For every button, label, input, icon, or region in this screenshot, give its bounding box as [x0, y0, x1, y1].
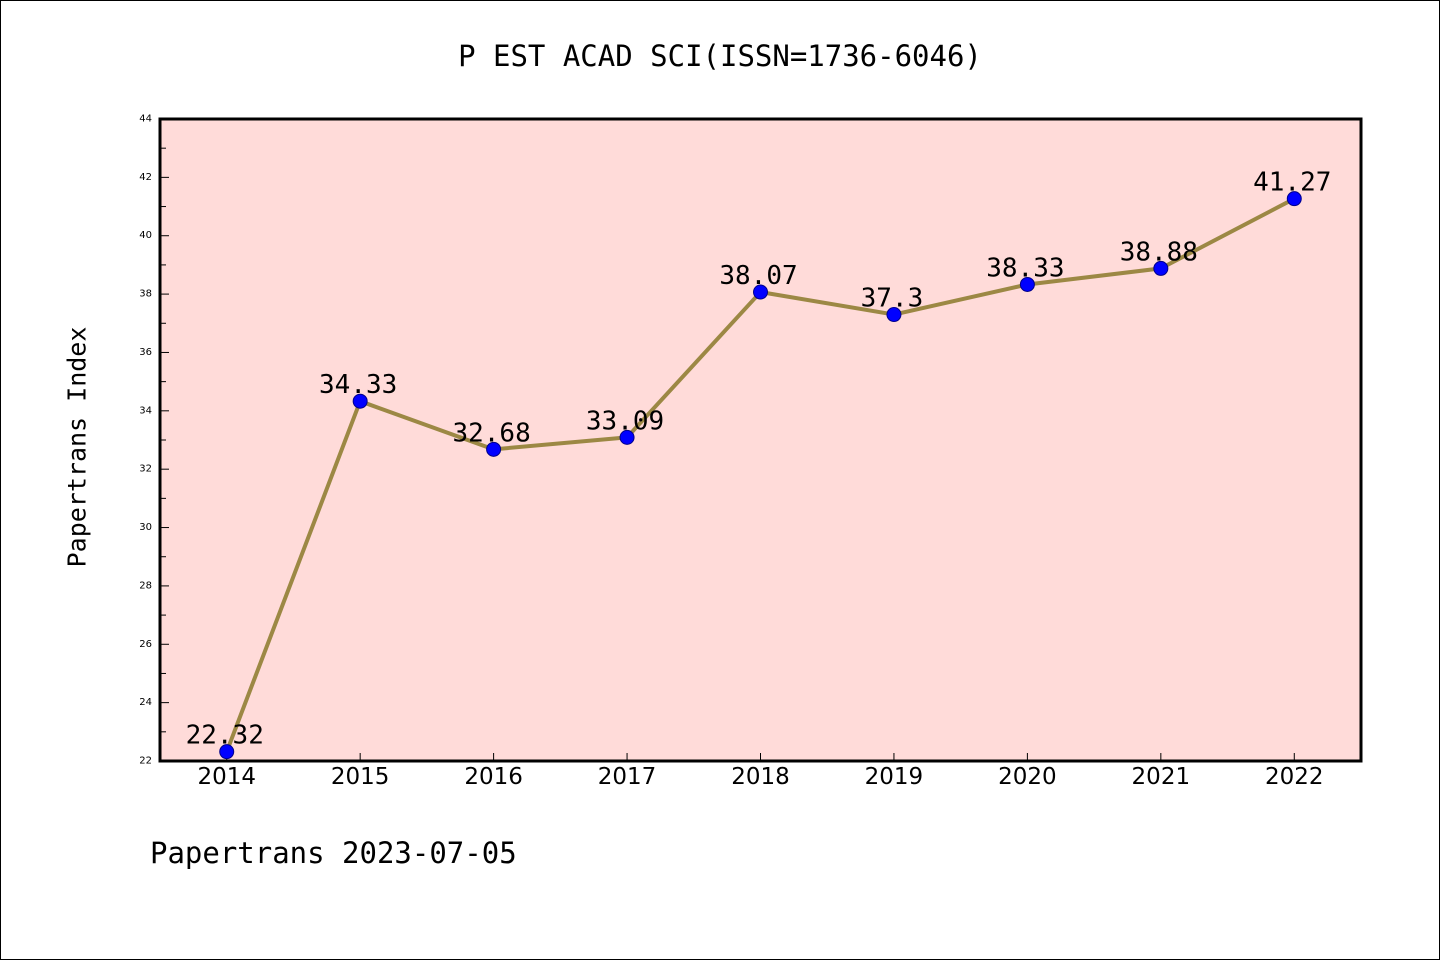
data-point-2019: [886, 307, 902, 323]
x-tick-label: 2017: [598, 764, 657, 790]
data-label-2022: 41.27: [1253, 168, 1331, 198]
data-labels: 22.32 34.33 32.68 33.09 38.07 37.3 38.33 38.88 4…: [186, 168, 1332, 751]
y-tick-label: 26: [139, 639, 152, 650]
data-point-2018: [753, 284, 768, 300]
data-point-2020: [1019, 276, 1035, 292]
data-point-2014: [219, 744, 235, 760]
series-layer: [219, 191, 1302, 760]
y-tick-label: 30: [139, 522, 152, 533]
x-tick-label: 2022: [1265, 764, 1324, 790]
y-tick-label: 32: [139, 464, 152, 475]
x-tick-label: 2020: [998, 764, 1057, 790]
data-label-2018: 38.07: [719, 261, 797, 291]
footer-text: Papertrans 2023-07-05: [150, 836, 517, 870]
x-tick-label: 2014: [197, 764, 256, 790]
y-axis: 22 24 26 28 30 32 34 36 38 40 42 44: [139, 114, 169, 767]
data-point-2016: [486, 441, 502, 457]
data-label-2020: 38.33: [986, 253, 1064, 283]
data-label-2015: 34.33: [319, 370, 397, 400]
y-tick-label: 22: [139, 756, 152, 767]
x-tick-label: 2015: [331, 764, 390, 790]
data-point-2017: [619, 429, 635, 445]
data-label-2016: 32.68: [452, 418, 530, 448]
x-tick-label: 2021: [1132, 764, 1191, 790]
data-point-2021: [1153, 260, 1169, 276]
y-tick-label: 34: [139, 405, 152, 416]
data-label-2019: 37.3: [861, 284, 924, 314]
data-label-2021: 38.88: [1120, 237, 1198, 267]
chart-title: P EST ACAD SCI(ISSN=1736-6046): [458, 39, 982, 73]
y-tick-label: 38: [139, 289, 152, 300]
data-label-2017: 33.09: [586, 406, 664, 436]
y-tick-label: 40: [139, 230, 152, 241]
y-tick-label: 24: [139, 697, 152, 708]
x-tick-label: 2018: [731, 764, 790, 790]
y-axis-label: Papertrans Index: [63, 327, 92, 568]
y-tick-label: 28: [139, 580, 152, 591]
x-axis: 2014 2015 2016 2017 2018 2019 2020 2021 2022: [197, 753, 1324, 790]
plot-area: [160, 119, 1361, 761]
x-tick-label: 2016: [464, 764, 523, 790]
data-label-2014: 22.32: [186, 721, 264, 751]
x-tick-label: 2019: [865, 764, 924, 790]
y-tick-label: 36: [139, 347, 152, 358]
y-tick-label: 44: [139, 114, 152, 125]
y-tick-label: 42: [139, 172, 152, 183]
data-point-2022: [1286, 191, 1302, 207]
data-point-2015: [352, 393, 368, 409]
plot-border: [158, 117, 1363, 763]
